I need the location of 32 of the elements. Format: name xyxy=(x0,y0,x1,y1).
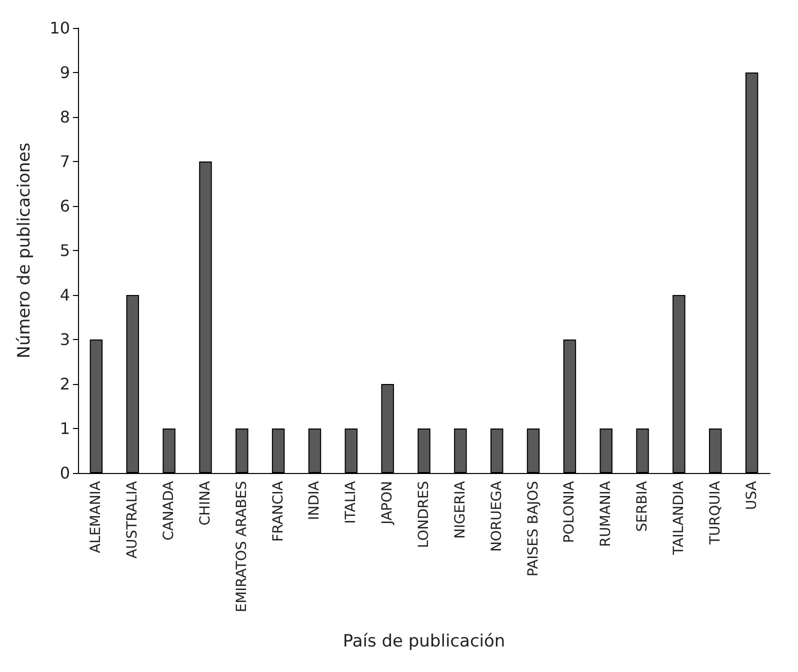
x-tick-label: RUMANIA xyxy=(598,480,614,547)
x-tick-label: AUSTRALIA xyxy=(124,480,141,559)
y-tick-label: 4 xyxy=(60,286,70,304)
x-tick-label: LONDRES xyxy=(416,480,432,548)
y-tick-label: 5 xyxy=(60,241,70,260)
y-tick-label: 9 xyxy=(60,63,70,82)
x-tick-label: CHINA xyxy=(197,480,214,526)
x-tick-label: FRANCIA xyxy=(270,480,286,542)
y-axis-title: Número de publicaciones xyxy=(14,142,34,358)
y-tick-label: 6 xyxy=(60,196,70,216)
x-tick-label: INDIA xyxy=(306,480,323,520)
y-tick-label: 0 xyxy=(60,464,70,482)
x-tick-label: SERBIA xyxy=(634,480,651,532)
y-tick-label: 8 xyxy=(60,108,70,126)
x-tick-label: POLONIA xyxy=(562,480,578,543)
y-tick-label: 3 xyxy=(60,330,70,349)
x-tick-label: PAISES BAJOS xyxy=(525,480,542,577)
x-axis-title: País de publicación xyxy=(342,632,506,652)
x-tick-label: ALEMANIA xyxy=(88,480,104,554)
x-tick-label: ITALIA xyxy=(343,480,360,524)
x-tick-label: EMIRATOS ARABES xyxy=(234,480,250,612)
y-tick-label: 10 xyxy=(50,18,70,38)
x-tick-label: TAILANDIA xyxy=(670,480,687,556)
x-tick-label: JAPON xyxy=(380,481,396,526)
y-tick-label: 2 xyxy=(60,374,70,394)
x-tick-label: TURQUIA xyxy=(707,480,724,546)
y-tick-label: 7 xyxy=(60,152,70,171)
x-tick-label: NORUEGA xyxy=(488,480,505,552)
x-tick-label: CANADA xyxy=(161,480,178,541)
y-tick-label: 1 xyxy=(60,419,70,438)
x-tick-label: NIGERIA xyxy=(452,480,468,539)
x-tick-label: USA xyxy=(744,480,760,510)
